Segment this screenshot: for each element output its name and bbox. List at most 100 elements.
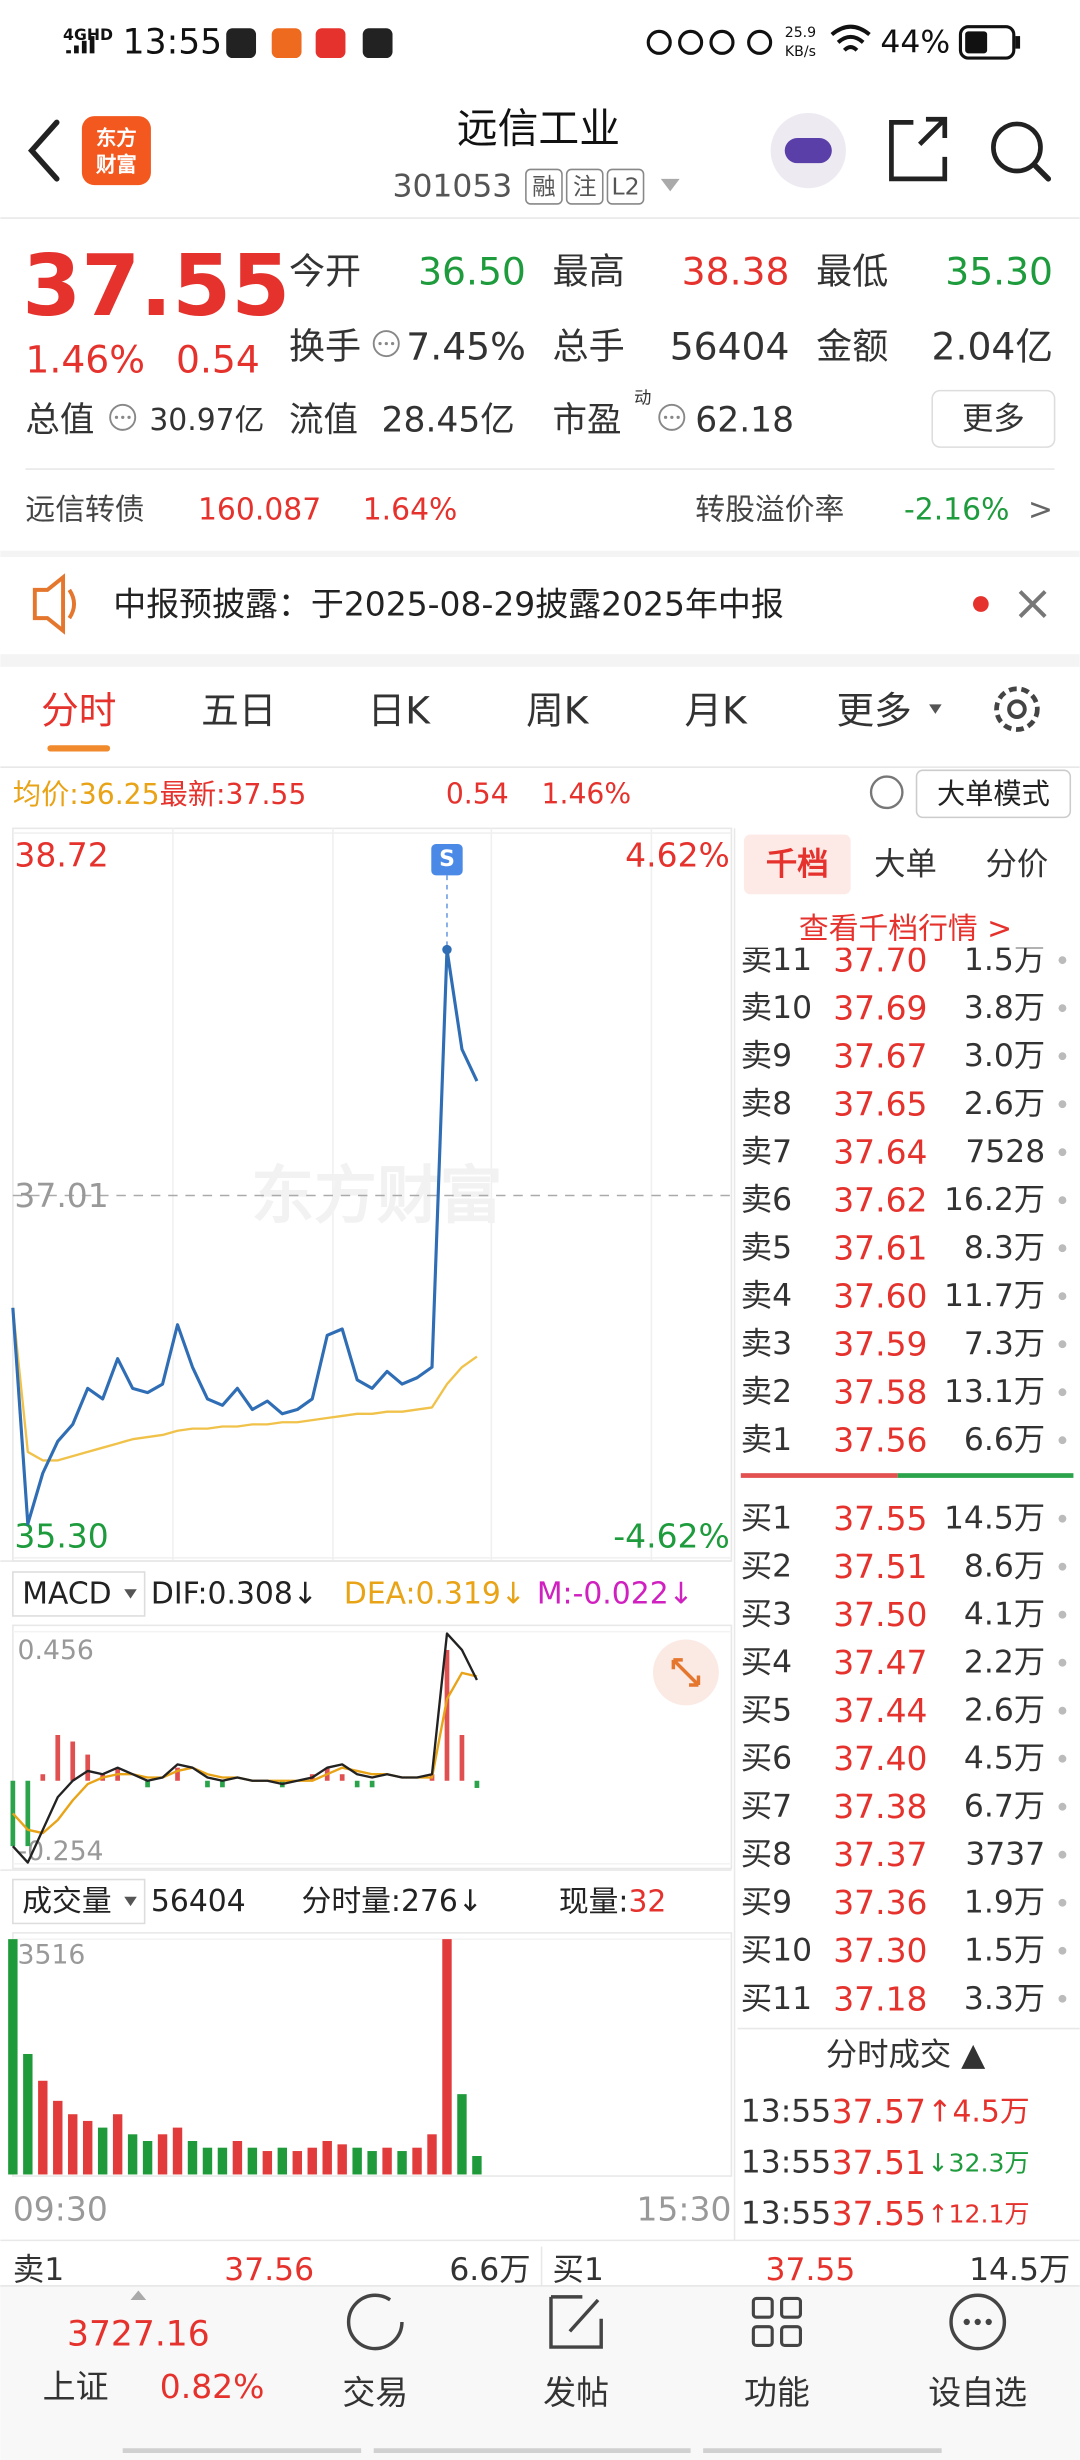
tag-dropdown[interactable]	[660, 178, 680, 192]
book-level: 卖3	[741, 1326, 792, 1362]
book-level: 买4	[741, 1645, 792, 1681]
trade-volume-row: ↑4.5万	[928, 2094, 1030, 2129]
trade-volume: 32.3万	[949, 2148, 1030, 2177]
big-order-button[interactable]	[915, 769, 1072, 819]
book-level: 卖5	[741, 1230, 792, 1266]
volume-bar	[127, 2134, 138, 2175]
notice-close[interactable]	[1018, 590, 1047, 618]
last-value: 37.55	[226, 777, 307, 810]
book-price: 37.44	[833, 1691, 927, 1730]
book-tab[interactable]: 大单	[874, 846, 937, 882]
volume-select[interactable]	[12, 1878, 146, 1925]
price-line	[11, 948, 479, 1526]
book-volume: 3.0万	[964, 1038, 1045, 1074]
volume-caret	[124, 1896, 137, 1907]
notice-icon	[32, 573, 76, 635]
battery	[958, 25, 1016, 60]
price-axis-label: 38.72	[14, 836, 108, 875]
volume-bar	[82, 2120, 93, 2175]
book-level: 卖2	[741, 1374, 792, 1410]
nav-item[interactable]: 设自选	[928, 2373, 1027, 2412]
more-button[interactable]	[931, 389, 1056, 448]
change-pct: 1.46%	[25, 337, 145, 381]
avg-value: 36.25	[79, 777, 160, 810]
volume-bar	[442, 1939, 452, 2175]
dea-text: DEA:0.319↓	[344, 1576, 526, 1611]
book-volume: 1.5万	[964, 942, 1045, 978]
volume-bar	[352, 2147, 362, 2175]
book-dot	[1058, 1004, 1067, 1013]
app-icon	[362, 28, 393, 59]
settings-center	[1007, 699, 1027, 719]
info-change: 0.54	[446, 777, 509, 810]
book-price: 37.47	[833, 1643, 927, 1682]
book-link[interactable]: 查看千档行情 >	[799, 911, 1012, 946]
book-volume: 7528	[965, 1134, 1045, 1170]
book-price: 37.50	[833, 1595, 927, 1634]
book-tab[interactable]: 分价	[986, 846, 1049, 882]
last-label: 最新:	[160, 777, 226, 810]
book-level: 买11	[741, 1981, 812, 2017]
nav-item[interactable]: 功能	[744, 2373, 810, 2412]
period-tab[interactable]: 月K	[685, 689, 749, 733]
gap	[0, 654, 1080, 667]
book-volume: 3.8万	[964, 990, 1045, 1026]
period-tab[interactable]: 分时	[41, 689, 116, 733]
stat-value: 30.97亿	[149, 403, 264, 438]
nav-item[interactable]: 发帖	[543, 2373, 609, 2412]
period-tab[interactable]: 五日	[201, 689, 276, 733]
time-label: 15:30	[636, 2189, 731, 2228]
period-tab[interactable]: 更多	[837, 689, 912, 733]
macd-select[interactable]	[12, 1571, 146, 1617]
stat-label: 总手	[553, 326, 625, 368]
book-split-red	[740, 1473, 898, 1478]
macd-frame	[12, 1624, 733, 1870]
tab-active[interactable]	[743, 834, 851, 895]
book-price: 37.62	[833, 1181, 927, 1220]
settings-button[interactable]	[994, 686, 1040, 732]
now-label: 现量:	[559, 1884, 629, 1919]
book-level: 卖4	[741, 1278, 792, 1314]
tag-box	[525, 168, 563, 205]
search-button[interactable]	[991, 121, 1043, 174]
gap	[0, 550, 1080, 557]
app-icon	[226, 28, 257, 59]
period-tab[interactable]: 日K	[368, 689, 432, 733]
book-volume: 11.7万	[944, 1278, 1045, 1314]
book-price: 37.64	[833, 1133, 927, 1172]
status-icon	[747, 29, 773, 55]
share-button[interactable]	[889, 116, 948, 182]
book-tab[interactable]: 千档	[766, 846, 829, 882]
book-level: 买7	[741, 1789, 792, 1825]
signal-bar	[89, 36, 95, 54]
book-level: 买5	[741, 1693, 792, 1729]
book-volume: 3737	[965, 1837, 1045, 1873]
nav-item[interactable]: 交易	[342, 2373, 408, 2412]
back-button[interactable]	[28, 119, 60, 182]
nav-icon	[549, 2295, 603, 2349]
trade-volume-row: ↓32.3万	[928, 2148, 1030, 2177]
nav-icon-dot	[963, 2318, 970, 2326]
info-icon[interactable]	[372, 330, 400, 358]
index-pct: 0.82%	[160, 2367, 265, 2406]
period-tab[interactable]: 周K	[526, 689, 590, 733]
book-volume: 2.2万	[964, 1645, 1045, 1681]
info-icon[interactable]	[658, 403, 686, 431]
trade-dir: ↑	[928, 2094, 953, 2129]
book-level: 买9	[741, 1885, 792, 1921]
period-volume: 分时量:276↓	[302, 1884, 483, 1919]
volume-bar	[38, 2080, 48, 2175]
book-dot	[1058, 1658, 1067, 1667]
premium-value: -2.16%	[904, 492, 1009, 527]
net-speed-unit: KB/s	[785, 44, 816, 60]
bond-pct: 1.64%	[363, 492, 458, 527]
help-icon[interactable]	[869, 775, 904, 810]
trades-title: 分时成交 ▲	[826, 2037, 986, 2073]
info-icon[interactable]	[109, 403, 137, 431]
volume-bar	[97, 2127, 108, 2175]
book-volume: 3.3万	[964, 1981, 1045, 2017]
volume-bar	[262, 2151, 273, 2175]
book-price: 37.40	[833, 1739, 927, 1778]
